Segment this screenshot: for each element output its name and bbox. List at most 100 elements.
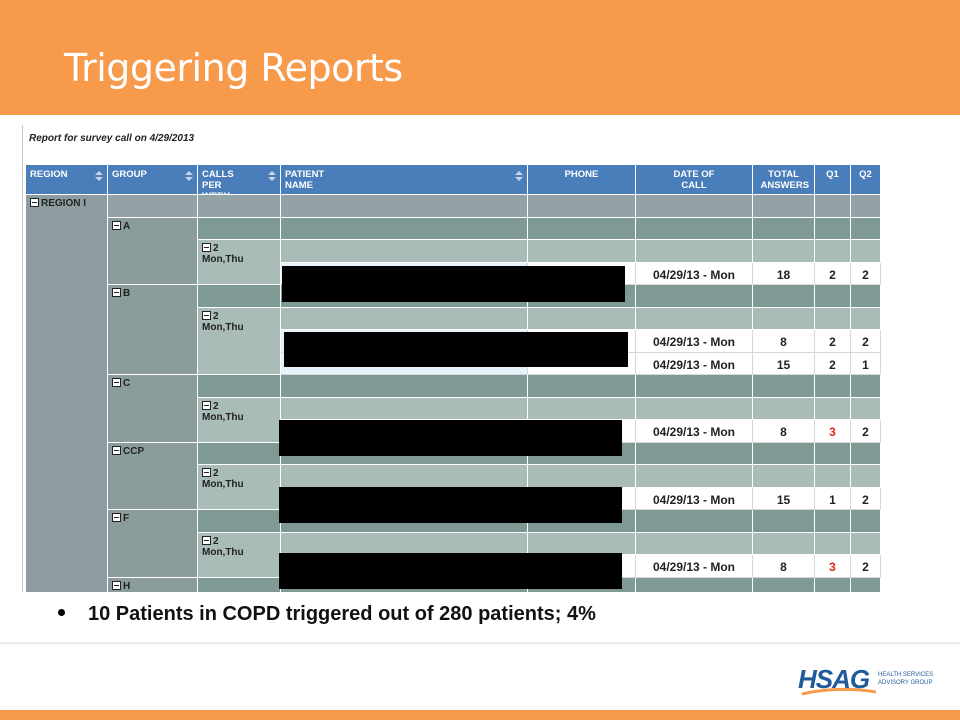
total-answers: 8 <box>780 425 787 439</box>
calls-row-cell <box>815 532 851 555</box>
calls-row-cell <box>851 465 881 488</box>
group-name: A <box>123 220 131 232</box>
sort-icon[interactable] <box>268 171 276 181</box>
redaction <box>282 266 625 302</box>
q2-cell: 2 <box>851 487 881 510</box>
calls-row-cell <box>636 532 753 555</box>
redaction <box>279 420 622 456</box>
group-name: H <box>123 580 131 592</box>
calls-days: Mon,Thu <box>202 479 244 490</box>
group-cell: C <box>108 375 198 443</box>
group-cell: H <box>108 577 198 592</box>
total-cell: 15 <box>753 352 815 375</box>
footer-band <box>0 710 960 720</box>
date-of-call: 04/29/13 - Mon <box>652 492 736 507</box>
calls-row-cell <box>851 397 881 420</box>
column-header: PATIENT NAME <box>281 165 528 195</box>
group-cell: F <box>108 510 198 578</box>
group-row-cell <box>636 217 753 240</box>
column-header-text: GROUP <box>112 169 147 180</box>
group-row-cell <box>815 442 851 465</box>
q2-answer: 2 <box>862 560 869 574</box>
column-header-text: Q2 <box>859 169 872 180</box>
calls-row-cell <box>528 307 636 330</box>
calls-count: 2 <box>213 310 219 322</box>
logo-swoosh <box>801 687 877 696</box>
report-table: REGION GROUP CALLS PER WEEKPATIENT NAME PHO… <box>23 165 881 592</box>
calls-count: 2 <box>213 243 219 254</box>
total-cell: 18 <box>753 262 815 285</box>
sort-icon[interactable] <box>515 171 523 181</box>
q2-cell: 2 <box>851 262 881 285</box>
date-of-call: 04/29/13 - Mon <box>652 335 736 349</box>
calls-cell: 2 Mon,Thu <box>198 307 281 375</box>
region-row-cell <box>851 195 881 218</box>
total-answers: 8 <box>780 335 787 349</box>
expand-icon <box>112 445 121 455</box>
calls-row-cell <box>753 307 815 330</box>
q1-cell: 1 <box>815 487 851 510</box>
sort-icon[interactable] <box>95 171 103 181</box>
q1-answer: 2 <box>829 357 836 372</box>
group-row-cell <box>198 375 281 398</box>
region-row-cell <box>281 195 528 218</box>
region-row-cell <box>636 195 753 218</box>
group-row-cell <box>281 217 528 240</box>
region-row-cell <box>198 195 281 218</box>
q1-cell: 3 <box>815 555 851 578</box>
date-of-call: 04/29/13 - Mon <box>652 560 736 574</box>
redaction <box>279 553 622 589</box>
calls-cell: 2 Mon,Thu <box>198 397 281 443</box>
q2-answer: 1 <box>862 357 869 372</box>
group-row-cell <box>636 375 753 398</box>
q1-cell: 2 <box>815 352 851 375</box>
group-row-cell <box>815 375 851 398</box>
group-row-cell <box>753 217 815 240</box>
total-answers: 18 <box>776 267 791 282</box>
column-header: REGION <box>26 165 108 195</box>
bullet-dot <box>58 609 65 616</box>
sort-icon[interactable] <box>185 171 193 181</box>
q1-answer: 3 <box>829 425 836 439</box>
group-row-cell <box>198 577 281 592</box>
group-row-cell <box>753 285 815 308</box>
region-row-cell <box>815 195 851 218</box>
calls-row-cell <box>753 240 815 263</box>
column-header: Q1 <box>815 165 851 195</box>
group-row-cell <box>753 442 815 465</box>
calls-row-cell <box>851 307 881 330</box>
calls-row-cell <box>815 307 851 330</box>
column-header: TOTAL ANSWERS <box>753 165 815 195</box>
q2-cell: 2 <box>851 330 881 353</box>
calls-days: Mon,Thu <box>202 321 244 333</box>
calls-count: 2 <box>213 400 219 412</box>
region-row-cell <box>753 195 815 218</box>
expand-icon <box>112 513 121 522</box>
region-row-cell <box>528 195 636 218</box>
group-cell: B <box>108 285 198 375</box>
date-cell: 04/29/13 - Mon <box>636 420 753 443</box>
total-answers: 8 <box>780 560 787 574</box>
separator <box>0 642 960 646</box>
bullet-text: 10 Patients in COPD triggered out of 280… <box>88 603 596 625</box>
column-header-text: PATIENT NAME <box>285 169 325 191</box>
column-header-text: PHONE <box>564 169 599 180</box>
calls-row-cell <box>281 397 528 420</box>
column-header-text: Q1 <box>826 169 839 180</box>
group-row-cell <box>851 375 881 398</box>
calls-row-cell <box>528 397 636 420</box>
expand-icon <box>202 310 211 320</box>
calls-count: 2 <box>213 468 219 479</box>
expand-icon <box>202 400 211 410</box>
expand-icon <box>112 378 121 387</box>
calls-row-cell <box>753 532 815 555</box>
calls-row-cell <box>281 240 528 263</box>
report-caption: Report for survey call on 4/29/2013 <box>29 133 195 144</box>
group-row-cell <box>198 217 281 240</box>
group-row-cell <box>636 442 753 465</box>
calls-row-cell <box>815 240 851 263</box>
expand-icon <box>112 220 121 230</box>
total-cell: 8 <box>753 555 815 578</box>
date-of-call: 04/29/13 - Mon <box>652 425 736 439</box>
